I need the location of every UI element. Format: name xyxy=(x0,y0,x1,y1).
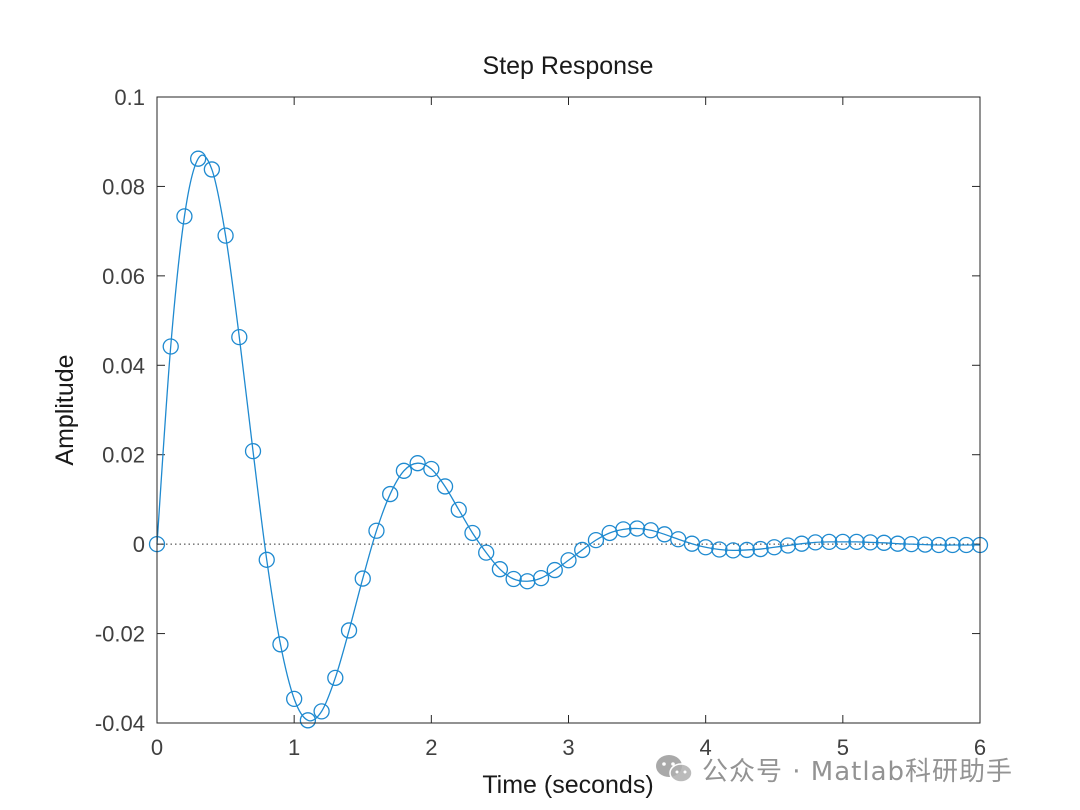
watermark: 公众号 · Matlab科研助手 xyxy=(654,752,1014,787)
x-axis-label: Time (seconds) xyxy=(482,771,653,799)
step-response-line xyxy=(156,154,980,722)
data-point-marker xyxy=(244,442,262,460)
chart-title: Step Response xyxy=(483,52,654,80)
data-point-marker xyxy=(340,622,358,639)
wechat-icon xyxy=(656,755,693,783)
data-point-marker xyxy=(436,478,454,495)
data-point-marker xyxy=(464,524,481,542)
data-point-marker xyxy=(834,533,851,551)
data-point-marker xyxy=(313,703,330,720)
data-point-marker xyxy=(697,539,714,556)
y-tick-label: 0 xyxy=(133,532,145,557)
data-point-marker xyxy=(478,544,495,561)
x-tick-label: 1 xyxy=(288,735,300,760)
data-point-marker xyxy=(875,534,893,551)
data-point-marker xyxy=(368,522,385,539)
data-point-marker xyxy=(848,533,865,551)
data-point-marker xyxy=(916,536,934,553)
data-point-marker xyxy=(779,537,797,554)
plot-frame xyxy=(156,96,981,724)
y-tick-label: 0.02 xyxy=(102,443,145,468)
y-axis-label: Amplitude xyxy=(51,354,79,465)
data-point-marker xyxy=(903,535,920,553)
y-tick-label: 0.1 xyxy=(114,85,145,110)
data-point-marker xyxy=(930,536,947,554)
data-point-marker xyxy=(862,534,879,551)
data-point-marker xyxy=(574,541,591,559)
watermark-text: 公众号 · Matlab科研助手 xyxy=(702,756,1014,787)
x-tick-label: 0 xyxy=(151,735,163,760)
data-point-marker xyxy=(958,536,975,554)
x-tick-label: 6 xyxy=(974,735,986,760)
data-point-marker xyxy=(176,208,193,225)
x-tick-label: 3 xyxy=(562,735,574,760)
data-point-marker xyxy=(724,542,742,559)
data-point-marker xyxy=(409,455,426,472)
y-tick-label: 0.08 xyxy=(102,174,145,199)
data-point-marker xyxy=(217,227,234,244)
x-tick-label: 5 xyxy=(837,735,849,760)
data-point-marker xyxy=(354,570,371,587)
data-point-marker xyxy=(327,669,344,686)
data-point-marker xyxy=(423,460,440,478)
data-point-marker xyxy=(505,570,522,588)
data-point-marker xyxy=(162,338,179,355)
data-point-marker xyxy=(546,561,563,579)
data-point-marker xyxy=(532,569,550,587)
data-point-marker xyxy=(299,712,317,729)
data-point-marker xyxy=(766,539,783,556)
data-point-marker xyxy=(189,150,207,167)
data-point-marker xyxy=(560,552,577,569)
data-point-marker xyxy=(944,536,961,554)
data-point-marker xyxy=(286,690,303,708)
y-tick-label: -0.02 xyxy=(95,622,145,647)
data-point-marker xyxy=(711,541,728,558)
data-point-marker xyxy=(738,541,755,559)
y-tick-label: 0.04 xyxy=(102,353,145,378)
data-point-marker xyxy=(395,462,413,479)
data-point-marker xyxy=(752,540,769,558)
y-tick-label: 0.06 xyxy=(102,264,145,289)
data-point-marker xyxy=(587,531,605,549)
data-point-marker xyxy=(820,533,838,551)
data-point-marker xyxy=(889,535,906,552)
data-point-marker xyxy=(491,561,509,578)
plot-area xyxy=(157,97,980,723)
data-point-marker xyxy=(615,521,632,538)
x-tick-label: 2 xyxy=(425,735,437,760)
y-tick-label: -0.04 xyxy=(95,711,145,736)
x-tick-label: 4 xyxy=(700,735,712,760)
data-point-marker xyxy=(793,535,810,552)
data-point-marker xyxy=(258,551,275,568)
data-point-marker xyxy=(807,534,824,551)
data-point-marker xyxy=(203,161,221,178)
data-point-marker xyxy=(272,636,289,653)
data-point-marker xyxy=(231,328,248,346)
data-point-marker xyxy=(382,485,399,503)
data-point-marker xyxy=(628,520,646,537)
data-point-marker xyxy=(450,501,467,518)
